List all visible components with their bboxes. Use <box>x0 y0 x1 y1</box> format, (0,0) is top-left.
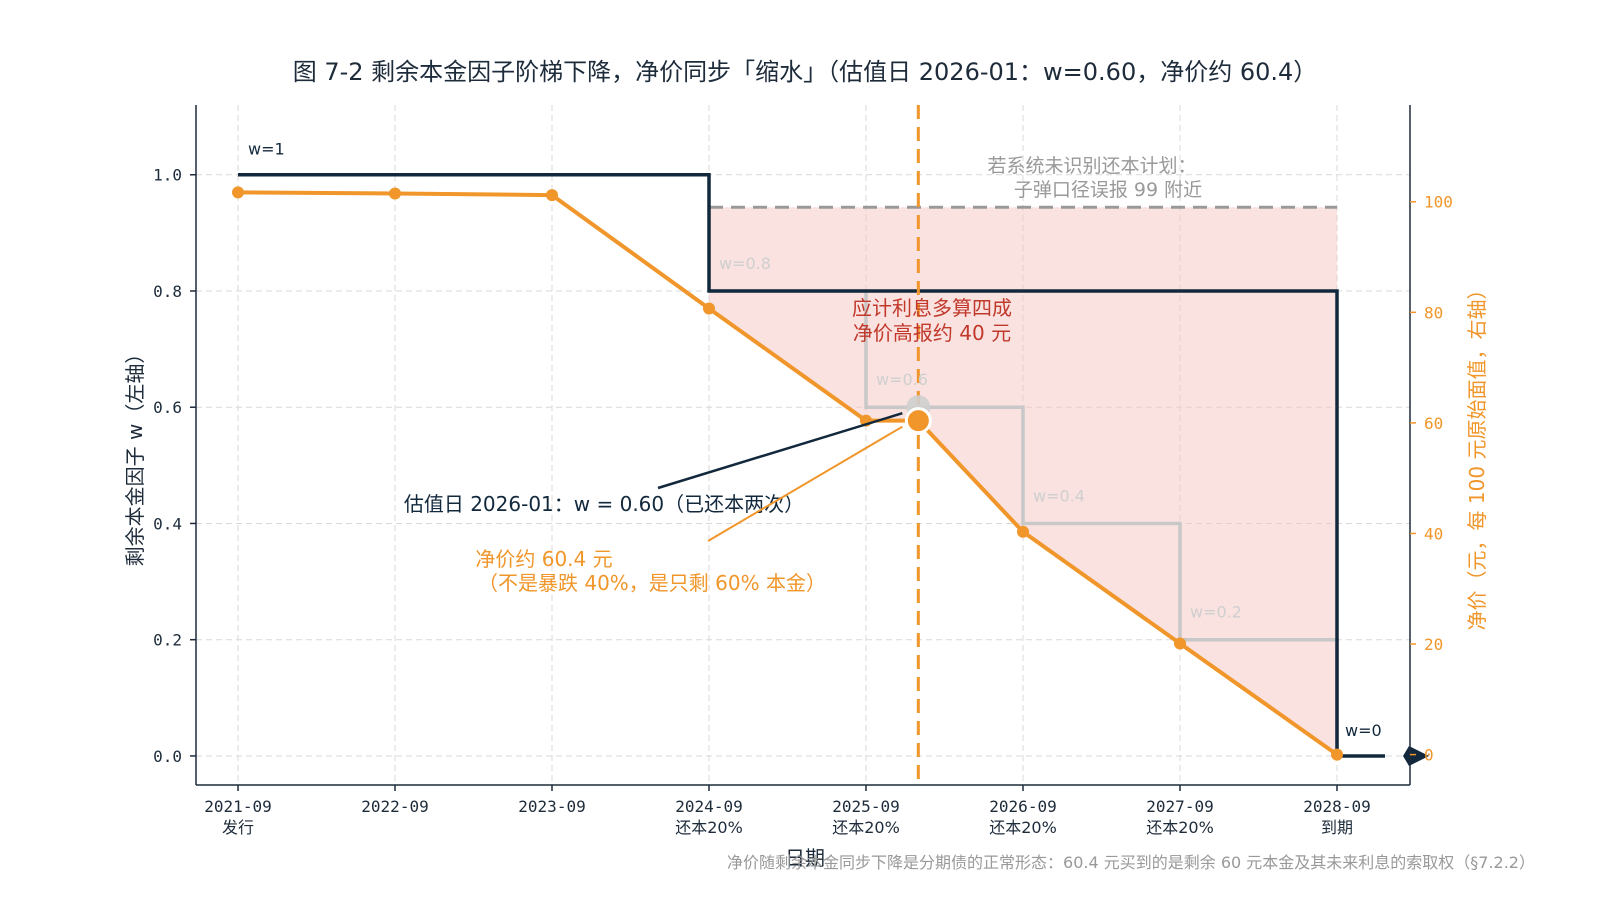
y2-axis-label: 净价（元，每 100 元原始面值，右轴） <box>1465 280 1489 631</box>
label-w06: w=0.6 <box>876 370 928 389</box>
price-note-line2: （不是暴跌 40%，是只剩 60% 本金） <box>478 571 826 595</box>
valuation-leader-line <box>657 412 903 490</box>
footnote: 净价随剩余本金同步下降是分期债的正常形态：60.4 元买到的是剩余 60 元本金… <box>727 853 1535 872</box>
y2-tick-label: 40 <box>1424 524 1443 543</box>
y-tick-label: 0.8 <box>153 282 182 301</box>
chart-title: 图 7-2 剩余本金因子阶梯下降，净价同步「缩水」（估值日 2026-01：w=… <box>293 58 1318 86</box>
x-tick-label: 2026-09 <box>989 797 1056 816</box>
y2-tick-label: 60 <box>1424 414 1443 433</box>
y-tick-label: 0.4 <box>153 514 182 533</box>
y-tick-label: 1.0 <box>153 166 182 185</box>
x-tick-label: 2021-09 <box>204 797 271 816</box>
valuation-price-marker <box>904 407 932 435</box>
label-w02: w=0.2 <box>1190 603 1242 622</box>
y2-tick-label: 80 <box>1424 303 1443 322</box>
marker-layer <box>232 186 1343 761</box>
y-tick-label: 0.0 <box>153 747 182 766</box>
price-point <box>1017 525 1029 538</box>
y2-tick-label: 20 <box>1424 635 1443 654</box>
y-tick-label: 0.6 <box>153 398 182 417</box>
x-tick-sublabel: 还本20% <box>832 818 900 837</box>
price-point <box>703 302 715 315</box>
label-w1: w=1 <box>248 140 285 159</box>
x-tick-sublabel: 还本20% <box>989 818 1057 837</box>
price-point <box>389 187 401 200</box>
overstate-note-line1: 应计利息多算四成 <box>852 296 1012 320</box>
y-tick-label: 0.2 <box>153 631 182 650</box>
price-point <box>1174 637 1186 650</box>
annotations: w=1 w=0.8 w=0.6 w=0.4 w=0.2 w=0 若系统未识别还本计划：子弹口… <box>248 140 1382 740</box>
label-w0: w=0 <box>1345 721 1382 740</box>
unrecognized-note-line2: 子弹口径误报 99 附近 <box>1014 179 1202 201</box>
x-tick-sublabel: 到期 <box>1321 818 1353 837</box>
x-tick-label: 2028-09 <box>1303 797 1370 816</box>
x-tick-label: 2027-09 <box>1146 797 1213 816</box>
unrecognized-note-line1: 若系统未识别还本计划： <box>987 155 1196 177</box>
label-w08: w=0.8 <box>719 254 771 273</box>
x-tick-label: 2023-09 <box>518 797 585 816</box>
x-tick-label: 2022-09 <box>361 797 428 816</box>
x-tick-label: 2025-09 <box>832 797 899 816</box>
x-tick-sublabel: 发行 <box>222 818 254 837</box>
price-note-line1: 净价约 60.4 元 <box>475 547 612 571</box>
price-point <box>1331 748 1343 761</box>
x-axis-label: 日期 <box>785 846 825 870</box>
price-leader-line <box>707 425 903 542</box>
price-point <box>232 186 244 199</box>
overstate-note-line2: 净价高报约 40 元 <box>853 321 1011 345</box>
y2-tick-label: 0 <box>1424 746 1434 765</box>
x-tick-sublabel: 还本20% <box>1146 818 1214 837</box>
w-factor-line <box>238 172 1339 756</box>
w-step-reference-line <box>709 289 1339 756</box>
axes: 0.0 0.2 0.4 0.6 0.8 1.0 0 20 40 60 80 100 2021-09 发行 2… <box>153 105 1453 837</box>
valuation-note: 估值日 2026-01：w = 0.60（已还本两次） <box>404 492 804 516</box>
x-tick-label: 2024-09 <box>675 797 742 816</box>
y-axis-label: 剩余本金因子 w（左轴） <box>123 344 147 567</box>
y2-tick-label: 100 <box>1424 193 1453 212</box>
x-tick-sublabel: 还本20% <box>675 818 743 837</box>
price-point <box>546 189 558 202</box>
label-w04: w=0.4 <box>1033 486 1085 505</box>
